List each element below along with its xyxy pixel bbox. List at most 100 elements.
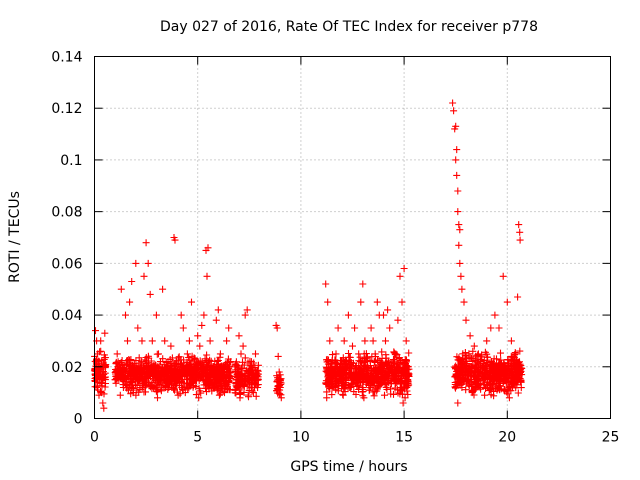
data-point <box>345 364 353 372</box>
data-point <box>248 363 256 371</box>
data-point <box>370 372 377 380</box>
data-point <box>112 372 120 380</box>
data-point <box>248 370 256 378</box>
data-point <box>395 354 403 362</box>
data-point <box>117 285 125 293</box>
data-point <box>371 388 379 396</box>
data-point <box>480 381 488 388</box>
data-point <box>96 376 104 384</box>
data-point <box>167 342 175 350</box>
data-point <box>225 379 233 387</box>
data-point <box>514 389 522 397</box>
data-point <box>239 342 247 350</box>
data-point <box>404 376 412 384</box>
data-point <box>113 350 121 358</box>
data-point <box>378 348 386 356</box>
data-point <box>129 374 137 382</box>
data-point <box>190 370 198 378</box>
data-point <box>477 383 484 391</box>
data-point <box>365 376 373 384</box>
data-point <box>113 360 121 368</box>
y-tick-label: 0.1 <box>60 153 82 169</box>
data-point <box>467 363 475 370</box>
data-point <box>142 239 150 247</box>
data-point <box>370 379 378 386</box>
data-point <box>397 384 405 391</box>
data-point <box>254 361 262 369</box>
data-point <box>184 365 192 373</box>
data-point <box>462 369 469 377</box>
data-point <box>181 364 189 372</box>
data-point <box>160 360 168 368</box>
data-point <box>177 311 185 319</box>
data-point <box>367 367 375 375</box>
data-point <box>369 382 377 390</box>
x-tick-label: 10 <box>292 430 310 446</box>
data-point <box>188 298 195 306</box>
data-point <box>326 337 334 345</box>
data-point <box>377 368 385 376</box>
data-point <box>205 360 213 368</box>
data-point <box>136 359 144 367</box>
data-points <box>91 99 526 412</box>
data-point <box>373 298 381 306</box>
data-point <box>172 357 180 365</box>
data-point <box>216 376 224 383</box>
data-point <box>216 390 224 398</box>
data-point <box>127 390 135 398</box>
data-point <box>242 377 250 385</box>
data-point <box>464 365 472 373</box>
data-point <box>405 349 413 357</box>
data-point <box>132 259 140 267</box>
data-point <box>381 374 388 381</box>
data-point <box>355 364 362 372</box>
data-point <box>396 390 404 398</box>
data-point <box>325 375 333 383</box>
data-point <box>210 363 218 371</box>
data-point <box>490 362 498 370</box>
data-point <box>454 365 461 373</box>
data-point <box>134 324 142 332</box>
data-point <box>214 306 222 314</box>
data-point <box>345 350 352 357</box>
data-point <box>192 376 200 384</box>
data-point <box>200 381 208 389</box>
data-point <box>381 391 388 399</box>
data-point <box>403 366 411 374</box>
data-point <box>377 378 385 386</box>
data-point <box>402 337 410 345</box>
data-point <box>97 337 105 345</box>
data-point <box>212 374 220 382</box>
data-point <box>489 368 497 376</box>
data-point <box>507 387 515 395</box>
data-point <box>203 351 211 359</box>
data-point <box>215 391 223 399</box>
data-point <box>383 386 391 393</box>
data-point <box>224 378 232 386</box>
data-point <box>457 272 465 280</box>
data-point <box>98 357 106 364</box>
data-point <box>328 391 336 399</box>
data-point <box>252 367 260 375</box>
data-point <box>371 350 379 358</box>
data-point <box>456 357 464 365</box>
data-point <box>273 324 281 332</box>
data-point <box>398 298 406 306</box>
data-point <box>97 347 105 355</box>
data-point <box>92 373 100 381</box>
data-point <box>100 351 108 359</box>
data-point <box>157 358 164 366</box>
data-point <box>379 361 387 369</box>
data-point <box>171 236 179 244</box>
data-point <box>208 367 216 375</box>
data-point <box>201 373 209 381</box>
x-tick-label: 0 <box>90 430 99 446</box>
data-point <box>219 368 226 376</box>
data-point <box>243 382 251 390</box>
data-point <box>469 357 477 365</box>
data-point <box>340 337 348 345</box>
data-point <box>126 298 134 306</box>
data-point <box>159 285 167 293</box>
data-point <box>203 388 210 396</box>
